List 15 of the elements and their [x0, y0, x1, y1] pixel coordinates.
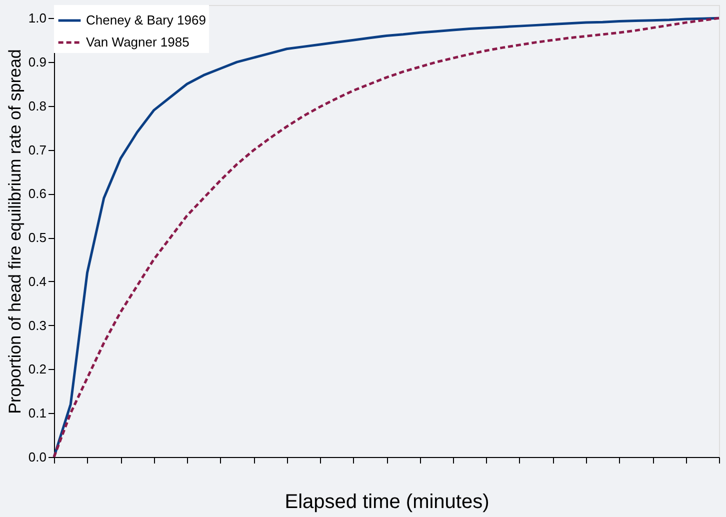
y-tick-label: 0.0: [28, 450, 46, 464]
y-tick-label: 1.0: [28, 10, 46, 26]
y-tick-label: 0.1: [28, 406, 46, 421]
legend-label: Cheney & Bary 1969: [86, 12, 206, 28]
legend-label: Van Wagner 1985: [86, 34, 190, 50]
y-tick-label: 0.6: [28, 186, 46, 202]
y-tick-label: 0.2: [28, 362, 46, 377]
y-axis-title: Proportion of head fire equilibrium rate of spread: [5, 49, 24, 414]
y-tick-label: 0.5: [28, 230, 46, 246]
y-tick-label: 0.4: [28, 274, 46, 289]
x-axis-title: Elapsed time (minutes): [284, 491, 490, 513]
y-tick-label: 0.7: [28, 142, 46, 158]
y-tick-label: 0.8: [28, 98, 46, 114]
y-tick-label: 0.3: [28, 318, 46, 333]
y-tick-label: 0.9: [28, 54, 46, 70]
